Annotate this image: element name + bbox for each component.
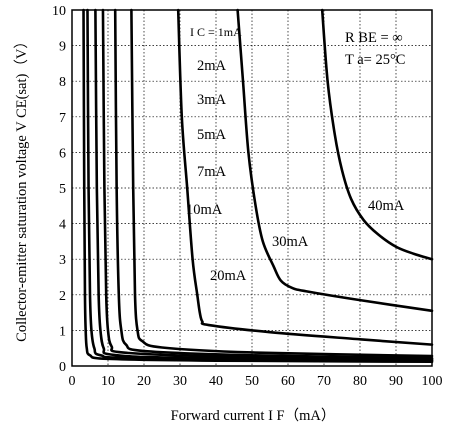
plot-border [71,9,433,367]
curve-20ma [176,8,434,346]
curve-40ma [320,8,434,261]
curve-7ma [113,8,434,360]
x-tick-label: 40 [209,374,223,389]
curve-5ma [101,8,434,361]
curves [82,8,434,364]
x-tick-label: 60 [281,374,295,389]
y-tick-label: 8 [59,75,66,90]
curve-label-30ma: 30mA [272,234,309,250]
curve-label-40ma: 40mA [368,198,405,214]
y-tick-label: 5 [59,182,66,197]
curve-label-5ma: 5mA [197,127,227,143]
curve-label-3ma: 3mA [197,92,227,108]
curve-3ma [94,8,434,362]
tick-labels: 0 10 20 30 40 50 60 70 80 90 100 0 1 2 3 4 5 6 7 8 9 10 [52,4,443,389]
x-tick-label: 100 [422,374,443,389]
curve-30ma [236,8,434,313]
curve-ic1ma [82,8,434,364]
curve-label-20ma: 20mA [210,268,247,284]
x-axis-title: Forward current I F（mA） [171,407,336,424]
y-tick-label: 2 [59,289,66,304]
curve-label-2ma: 2mA [197,58,227,74]
x-tick-label: 20 [137,374,151,389]
y-tick-label: 0 [59,360,66,375]
y-tick-label: 6 [59,146,66,161]
y-tick-label: 10 [52,4,66,19]
curve-label-7ma: 7mA [197,164,227,180]
x-tick-label: 50 [245,374,259,389]
y-tick-label: 9 [59,40,66,55]
condition-ta: T a= 25°C [345,52,405,68]
y-tick-label: 1 [59,324,66,339]
x-tick-label: 0 [69,374,76,389]
y-tick-label: 3 [59,253,66,268]
y-tick-label: 7 [59,111,66,126]
x-tick-label: 10 [101,374,115,389]
y-axis-title: Collector-emitter saturation voltage V C… [13,34,30,342]
curve-label-10ma: 10mA [186,202,223,218]
x-tick-label: 30 [173,374,187,389]
x-tick-label: 90 [389,374,403,389]
condition-rbe: R BE = ∞ [345,30,403,46]
x-tick-label: 70 [317,374,331,389]
curve-10ma [130,8,434,358]
x-tick-label: 80 [353,374,367,389]
y-tick-label: 4 [59,218,66,233]
curve-label-1ma: I C = 1mA [190,25,242,39]
